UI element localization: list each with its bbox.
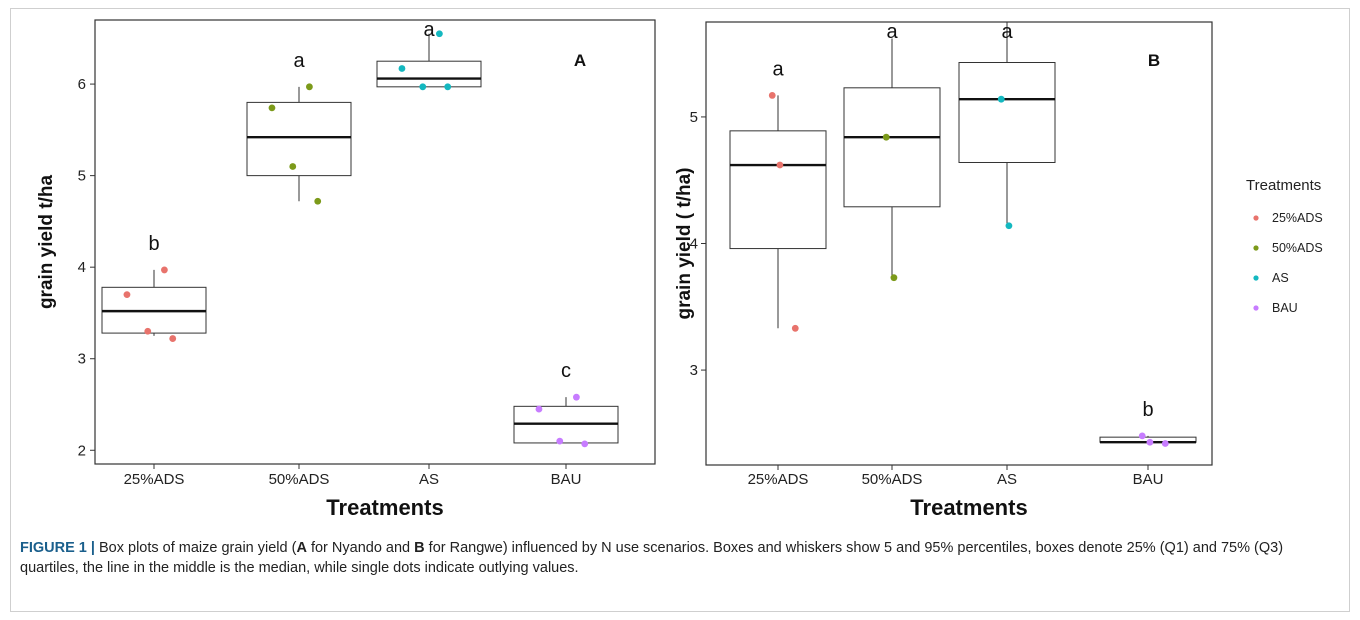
panel-b-xtick-label: AS	[997, 471, 1017, 488]
panel-b-data-point	[882, 133, 890, 141]
panel-b-data-point	[1005, 222, 1013, 230]
panel-b-x-axis-title: Treatments	[910, 495, 1027, 520]
panel-a-data-point	[123, 291, 131, 299]
panel-a-significance-letter: a	[423, 19, 435, 41]
legend-label: 50%ADS	[1272, 241, 1323, 255]
panel-b-significance-letter: a	[772, 58, 784, 80]
figure-caption: FIGURE 1 | Box plots of maize grain yiel…	[20, 538, 1340, 578]
panel-a-ytick-label: 4	[78, 259, 86, 276]
panel-b-data-point	[1138, 432, 1146, 440]
caption-part2: for Nyando and	[306, 540, 415, 556]
panel-a-data-point	[144, 327, 152, 335]
panel-a-xtick-label: 25%ADS	[124, 471, 185, 488]
panel-b-significance-letter: a	[1001, 21, 1013, 43]
panel-a-data-point	[535, 405, 543, 413]
panel-b-data-point	[776, 161, 784, 169]
panel-a-significance-letter: a	[293, 50, 305, 72]
caption-a: A	[296, 540, 307, 556]
panel-a-plot-border	[94, 19, 656, 465]
panel-a-y-axis-title: grain yield t/ha	[36, 175, 57, 310]
caption-label: FIGURE 1 |	[20, 540, 95, 556]
panel-b-data-point	[1161, 440, 1169, 447]
legend-label: AS	[1272, 271, 1289, 285]
panel-b-data-point	[768, 92, 776, 99]
panel-b-data-point	[890, 274, 898, 282]
panel-a-data-point	[436, 30, 443, 38]
panel-b-xtick-label: 50%ADS	[862, 471, 923, 488]
panel-b-xtick-label: BAU	[1133, 471, 1164, 488]
panel-a-data-point	[314, 197, 322, 205]
panel-a-data-point	[161, 266, 168, 274]
panel-b-ytick-label: 4	[690, 236, 698, 253]
panel-a-data-point	[268, 104, 276, 112]
panel-a-ytick-label: 6	[78, 76, 86, 93]
panel-a-ytick-label: 2	[78, 442, 86, 459]
panel-a-xtick-label: AS	[419, 471, 439, 488]
panel-a-data-point	[444, 83, 452, 91]
legend-label: BAU	[1272, 301, 1298, 315]
panel-b-data-point	[997, 95, 1005, 103]
panel-a-data-point	[581, 440, 589, 448]
panel-b-data-point	[1146, 438, 1154, 446]
panel-b-box	[958, 62, 1056, 163]
legend-key	[1253, 275, 1259, 281]
panel-a-data-point	[419, 83, 427, 91]
panel-b-significance-letter: a	[886, 21, 898, 43]
panel-a-panel-label: A	[574, 51, 586, 70]
caption-part3: for Rangwe) influenced by N use scenario…	[20, 540, 1284, 576]
panel-a-significance-letter: b	[148, 233, 159, 255]
panel-a-box	[376, 60, 482, 88]
panel-a-data-point	[556, 437, 564, 445]
panel-b-significance-letter: b	[1142, 399, 1153, 421]
figure-frame	[10, 8, 1350, 612]
panel-b-panel-label: B	[1148, 51, 1160, 70]
legend-key	[1253, 245, 1259, 251]
panel-b-ytick-label: 3	[690, 362, 698, 379]
panel-b-data-point	[791, 324, 799, 332]
panel-a-data-point	[573, 393, 580, 401]
panel-a-data-point	[169, 335, 177, 342]
caption-b: B	[414, 540, 425, 556]
panel-a-ytick-label: 3	[78, 351, 86, 368]
panel-a-data-point	[398, 65, 406, 72]
panel-a-xtick-label: BAU	[551, 471, 582, 488]
panel-a-box	[246, 101, 352, 177]
legend-title: Treatments	[1246, 177, 1321, 194]
panel-a-x-axis-title: Treatments	[326, 495, 443, 520]
panel-a-ytick-label: 5	[78, 168, 86, 185]
panel-b-xtick-label: 25%ADS	[748, 471, 809, 488]
legend-key	[1253, 305, 1259, 311]
panel-a-xtick-label: 50%ADS	[269, 471, 330, 488]
panel-a-significance-letter: c	[561, 360, 571, 382]
caption-part1: Box plots of maize grain yield (	[94, 540, 297, 556]
legend-key	[1253, 215, 1259, 221]
panel-b-y-axis-title: grain yield ( t/ha)	[674, 167, 695, 319]
panel-a-data-point	[289, 163, 297, 170]
legend-label: 25%ADS	[1272, 211, 1323, 225]
panel-b-box	[843, 87, 941, 208]
panel-b-ytick-label: 5	[690, 109, 698, 126]
panel-a-data-point	[306, 83, 313, 91]
panel-b-box	[729, 130, 827, 250]
